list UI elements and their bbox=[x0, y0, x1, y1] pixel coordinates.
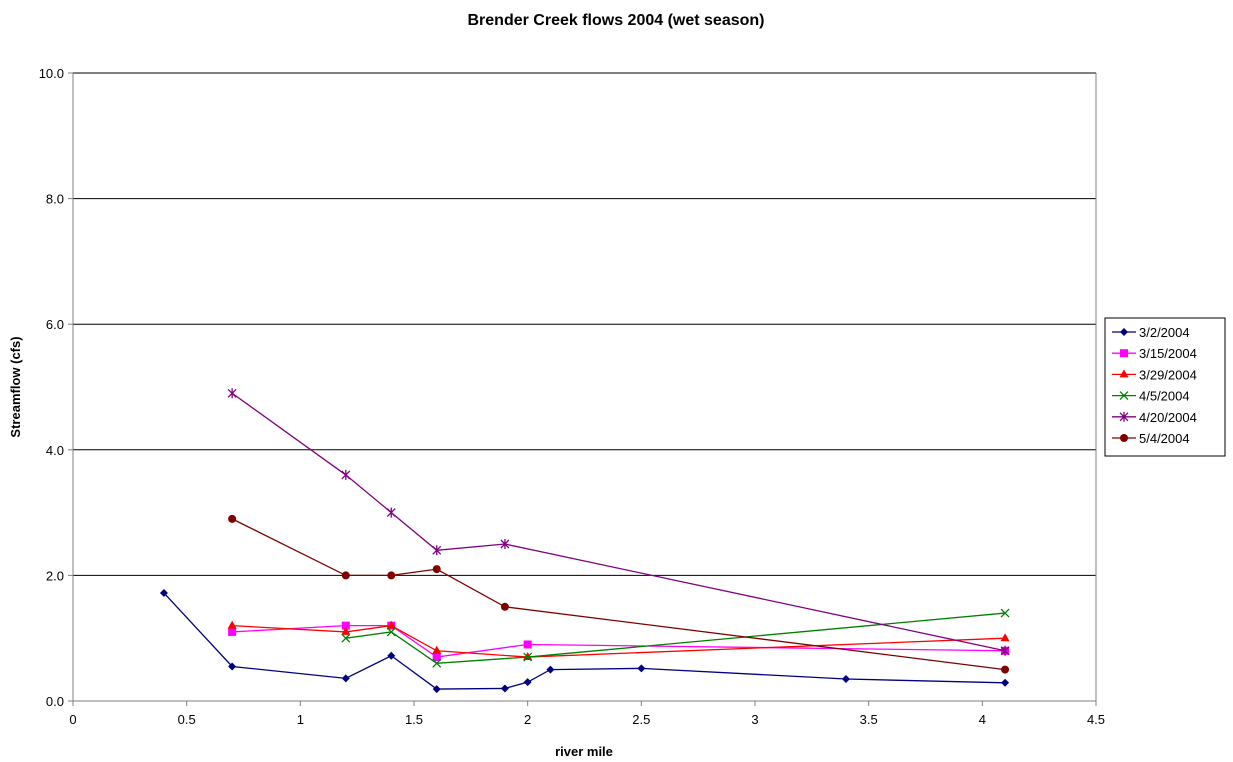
legend-label: 4/5/2004 bbox=[1139, 389, 1190, 404]
x-tick-label: 4.5 bbox=[1087, 712, 1105, 727]
data-point bbox=[1001, 665, 1010, 674]
data-point bbox=[341, 571, 350, 580]
legend-box bbox=[1104, 317, 1226, 457]
legend-swatch-marker bbox=[1119, 391, 1129, 401]
chart-title: Brender Creek flows 2004 (wet season) bbox=[467, 12, 764, 29]
data-point bbox=[841, 675, 850, 684]
data-point bbox=[432, 565, 441, 574]
y-axis-title: Streamflow (cfs) bbox=[8, 336, 23, 437]
data-point bbox=[1000, 645, 1010, 656]
y-tick-label: 8.0 bbox=[46, 192, 64, 207]
series-4 bbox=[341, 608, 1010, 668]
y-tick-label: 2.0 bbox=[46, 568, 64, 583]
data-point bbox=[387, 651, 396, 660]
x-tick-label: 2 bbox=[524, 712, 531, 727]
x-tick-label: 0.5 bbox=[178, 712, 196, 727]
legend-item: 4/20/2004 bbox=[1112, 410, 1197, 425]
data-point bbox=[432, 685, 441, 694]
legend-swatch-marker bbox=[1120, 328, 1128, 336]
series-5 bbox=[227, 388, 1010, 656]
data-point bbox=[228, 514, 237, 523]
data-point bbox=[500, 602, 509, 611]
x-tick-label: 1 bbox=[297, 712, 304, 727]
x-tick-label: 3 bbox=[751, 712, 758, 727]
y-tick-label: 4.0 bbox=[46, 443, 64, 458]
data-point bbox=[386, 627, 396, 637]
y-tick-label: 0.0 bbox=[46, 694, 64, 709]
legend-label: 4/20/2004 bbox=[1139, 410, 1197, 425]
data-point bbox=[432, 658, 442, 668]
x-axis-title: river mile bbox=[555, 744, 613, 759]
legend-item: 3/29/2004 bbox=[1112, 367, 1197, 382]
data-point bbox=[1000, 633, 1010, 642]
data-point bbox=[523, 652, 533, 661]
x-tick-label: 4 bbox=[979, 712, 986, 727]
legend-item: 4/5/2004 bbox=[1112, 389, 1190, 404]
legend-swatch-marker bbox=[1120, 434, 1128, 442]
series-line bbox=[232, 624, 1006, 658]
data-point bbox=[523, 678, 532, 687]
data-point bbox=[1001, 678, 1010, 687]
series-line bbox=[231, 518, 1006, 671]
series-line bbox=[163, 592, 1006, 690]
x-tick-label: 3.5 bbox=[860, 712, 878, 727]
legend-label: 5/4/2004 bbox=[1139, 431, 1190, 446]
data-point bbox=[341, 621, 350, 630]
data-point bbox=[341, 633, 351, 643]
legend: 3/2/2004 3/15/2004 3/29/2004 4/5/2004 4/20/2… bbox=[1104, 317, 1226, 457]
data-point bbox=[227, 620, 237, 629]
legend-item: 3/2/2004 bbox=[1112, 325, 1190, 340]
data-point bbox=[341, 674, 350, 683]
data-point bbox=[500, 684, 509, 693]
data-point bbox=[159, 588, 168, 597]
data-point bbox=[228, 627, 237, 636]
series-3 bbox=[227, 620, 1010, 661]
x-tick-label: 2.5 bbox=[632, 712, 650, 727]
x-tick-label: 0 bbox=[69, 712, 76, 727]
series-6 bbox=[228, 514, 1010, 674]
data-point bbox=[387, 571, 396, 580]
legend-label: 3/15/2004 bbox=[1139, 346, 1197, 361]
legend-item: 3/15/2004 bbox=[1112, 346, 1197, 361]
plot-area: 0.0 2.0 4.0 6.0 8.0 10.0 0 0.5 1 1.5 2 2.5 3 3.5 4 4.5 bbox=[39, 66, 1105, 727]
data-point bbox=[432, 645, 442, 654]
data-point bbox=[1000, 608, 1010, 618]
y-tick-label: 6.0 bbox=[46, 317, 64, 332]
data-point bbox=[546, 665, 555, 674]
data-point bbox=[341, 469, 351, 480]
legend-label: 3/2/2004 bbox=[1139, 325, 1190, 340]
legend-item: 5/4/2004 bbox=[1112, 431, 1190, 446]
data-point bbox=[432, 653, 441, 662]
series-line bbox=[231, 392, 1006, 652]
data-point bbox=[386, 620, 396, 629]
data-point bbox=[432, 545, 442, 556]
data-point bbox=[523, 640, 532, 649]
data-point bbox=[341, 626, 351, 635]
series-line bbox=[232, 624, 1006, 658]
y-tick-label: 10.0 bbox=[39, 66, 64, 81]
series-1 bbox=[159, 588, 1010, 694]
data-point bbox=[227, 388, 237, 399]
data-point bbox=[637, 664, 646, 673]
legend-swatch-marker bbox=[1119, 369, 1129, 378]
legend-label: 3/29/2004 bbox=[1139, 367, 1197, 382]
legend-swatch-marker bbox=[1119, 411, 1129, 422]
data-point bbox=[500, 539, 510, 549]
data-point bbox=[386, 507, 396, 518]
data-point bbox=[228, 662, 237, 671]
data-point bbox=[523, 652, 533, 662]
x-tick-label: 1.5 bbox=[405, 712, 423, 727]
legend-swatch-marker bbox=[1120, 349, 1128, 358]
